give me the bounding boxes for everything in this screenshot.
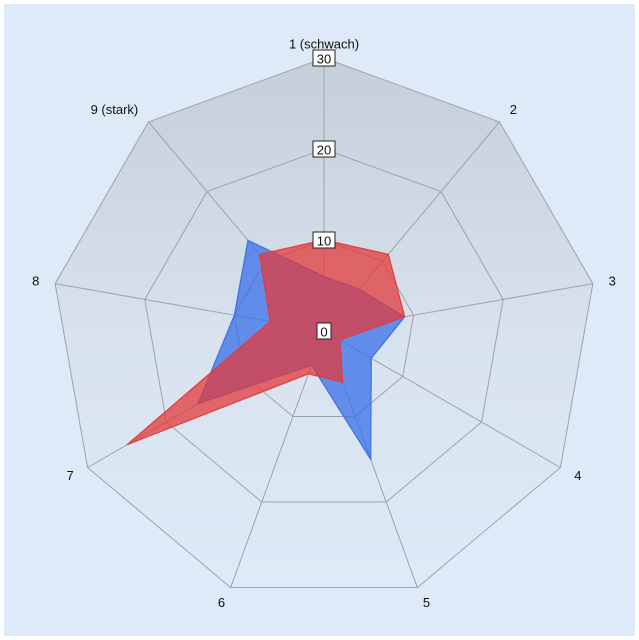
axis-label-8: 8 (32, 273, 39, 288)
grid-ring (144, 148, 504, 503)
axis-label-3: 3 (609, 273, 616, 288)
tick-box (312, 140, 336, 158)
radar-chart: 1 (schwach) 2 3 4 5 6 7 8 9 (stark) 0 10 20 30 (4, 4, 635, 636)
series-area-2 (126, 239, 406, 446)
axis-label-7: 7 (66, 468, 73, 483)
axis-label-5: 5 (423, 595, 430, 610)
grid-ring (54, 57, 594, 589)
radar-chart-svg: 1 (schwach) 2 3 4 5 6 7 8 9 (stark) 0 10 20 30 (32, 37, 616, 611)
axis-label-2: 2 (510, 102, 517, 117)
tick-label: 30 (317, 52, 331, 67)
tick-label: 10 (317, 234, 331, 249)
axis-label-6: 6 (218, 595, 225, 610)
axis-label-1: 1 (schwach) (289, 37, 359, 52)
tick-label: 20 (317, 143, 331, 158)
axis-label-9: 9 (stark) (91, 102, 139, 117)
tick-box (312, 49, 336, 67)
tick-box (312, 231, 336, 249)
axis-label-4: 4 (574, 468, 581, 483)
tick-box (316, 322, 332, 340)
tick-label: 0 (320, 325, 327, 340)
